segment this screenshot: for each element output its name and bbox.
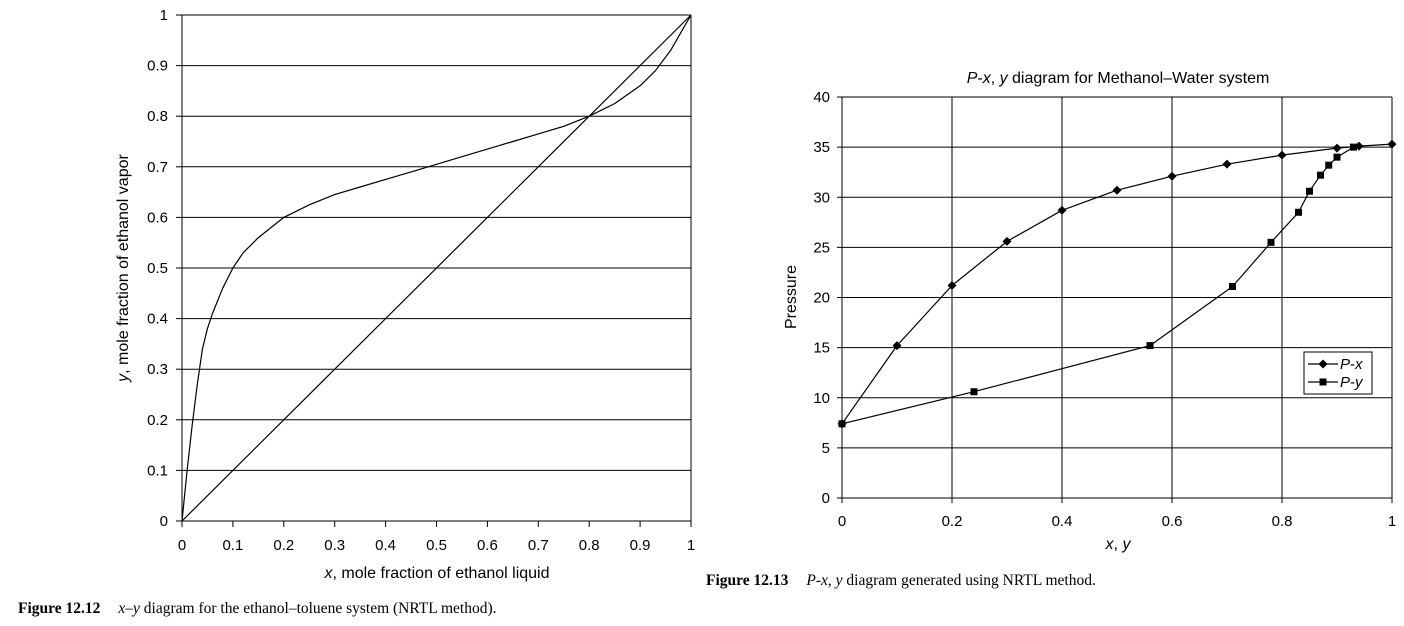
- chart1-y-axis-label: y, mole fraction of ethanol vapor: [115, 153, 132, 382]
- chart2-y-axis-label: Pressure: [783, 265, 800, 329]
- chart2-x-tick-label: 0: [838, 513, 846, 530]
- chart1-axes: [176, 14, 692, 527]
- chart2-y-tick-label: 15: [813, 340, 830, 357]
- px-data-point: [1002, 236, 1012, 246]
- px-data-point: [1222, 159, 1232, 169]
- chart1-x-tick-label: 0.2: [273, 537, 294, 554]
- chart1-gridlines: [182, 14, 691, 471]
- chart1-series: [181, 14, 692, 522]
- chart2-x-axis-label: x, y: [1105, 536, 1132, 553]
- py-curve: [841, 146, 1354, 425]
- chart1-y-tick-label: 0.5: [147, 260, 168, 277]
- px-data-point: [1112, 185, 1122, 195]
- chart1-x-tick-label: 0.3: [324, 537, 345, 554]
- chart1-y-tick-label: 0.8: [147, 108, 168, 125]
- chart2-x-tick-label: 0.8: [1272, 513, 1293, 530]
- legend-py-marker: [1319, 378, 1327, 386]
- py-data-point: [1306, 187, 1313, 195]
- chart2-y-tick-label: 20: [813, 290, 830, 307]
- py-data-point: [1146, 342, 1154, 350]
- chart1-y-tick-label: 0.4: [147, 311, 168, 328]
- legend-px-label: P-x: [1340, 356, 1363, 373]
- caption-x: x: [821, 572, 828, 589]
- diagonal-line: [181, 14, 692, 522]
- chart1-x-tick-label: 0.6: [477, 537, 498, 554]
- chart2-y-tick-label: 40: [813, 89, 830, 106]
- chart2-legend: P-x P-y: [1303, 351, 1373, 395]
- chart1-y-tick-label: 0: [160, 513, 168, 530]
- chart2-x-tick-label: 1: [1388, 513, 1396, 530]
- chart1-x-tick-label: 0.5: [426, 537, 447, 554]
- legend-px-marker: [1318, 359, 1328, 369]
- py-data-point: [1267, 238, 1275, 246]
- legend-py-label: P-y: [1340, 374, 1364, 391]
- chart1-y-tick-label: 0.7: [147, 159, 168, 176]
- chart2-series: [837, 139, 1397, 429]
- py-data-point: [1229, 282, 1236, 290]
- px-data-point: [1277, 150, 1287, 160]
- chart2-y-tick-label: 5: [822, 440, 830, 457]
- chart1-x-tick-label: 0: [178, 537, 186, 554]
- px-data-point: [1332, 143, 1342, 153]
- chart1-x-tick-label: 0.8: [579, 537, 600, 554]
- pxy-diagram-chart: P-x, y diagram for Methanol–Water system…: [783, 70, 1397, 553]
- figure-12-12-label: Figure 12.12: [18, 600, 101, 617]
- chart1-tick-labels: 0 0.1 0.2 0.3 0.4 0.5 0.6 0.7 0.8 0.9 1 0 0.1 0.2 0.3 0…: [147, 7, 695, 554]
- px-data-point: [1387, 139, 1397, 149]
- equilibrium-curve: [181, 14, 692, 522]
- chart1-y-tick-label: 1: [160, 7, 168, 24]
- caption-y: y: [133, 600, 140, 617]
- px-data-point: [1167, 171, 1177, 181]
- chart1-y-tick-label: 0.2: [147, 412, 168, 429]
- chart1-x-tick-label: 0.7: [528, 537, 549, 554]
- py-data-point: [970, 388, 978, 396]
- figure-12-13-caption: Figure 12.13 P-x, y diagram generated usi…: [706, 572, 1096, 590]
- caption-dash: –: [125, 600, 134, 617]
- chart2-title: P-x, y diagram for Methanol–Water system: [967, 70, 1270, 87]
- chart2-y-tick-label: 35: [813, 139, 830, 156]
- chart1-x-tick-label: 0.1: [222, 537, 243, 554]
- chart1-y-tick-label: 0.3: [147, 361, 168, 378]
- chart1-x-tick-label: 0.4: [375, 537, 396, 554]
- px-data-point: [892, 341, 902, 351]
- chart2-x-tick-label: 0.6: [1162, 513, 1183, 530]
- chart2-y-tick-label: 0: [822, 490, 830, 507]
- py-data-point: [1325, 161, 1333, 169]
- py-data-point: [1295, 208, 1302, 216]
- caption-dash: -: [815, 572, 822, 589]
- px-data-point: [947, 280, 957, 290]
- chart1-y-tick-label: 0.1: [147, 462, 168, 479]
- chart1-x-tick-label: 1: [687, 537, 695, 554]
- chart2-y-tick-label: 10: [813, 390, 830, 407]
- chart2-axes: [837, 96, 1393, 503]
- chart2-gridlines: [842, 96, 1393, 498]
- px-data-point: [1057, 205, 1067, 215]
- chart1-x-tick-label: 0.9: [630, 537, 651, 554]
- xy-diagram-chart: 0 0.1 0.2 0.3 0.4 0.5 0.6 0.7 0.8 0.9 1 0 0.1 0.2 0.3 0…: [115, 7, 695, 582]
- chart2-x-tick-label: 0.4: [1052, 513, 1073, 530]
- caption-comma: ,: [827, 572, 836, 589]
- chart2-tick-labels: 0 5 10 15 20 25 30 35 40 0 0.2 0.4 0.6 0.8 1: [813, 89, 1396, 530]
- py-data-point: [838, 420, 846, 428]
- caption-rest: diagram generated using NRTL method.: [842, 572, 1096, 589]
- chart2-y-tick-label: 30: [813, 189, 830, 206]
- py-data-point: [1350, 143, 1357, 151]
- figure-12-13-label: Figure 12.13: [706, 572, 789, 589]
- chart1-y-tick-label: 0.6: [147, 209, 168, 226]
- caption-y: y: [835, 572, 843, 589]
- figure-12-12-caption: Figure 12.12 x–y diagram for the ethanol–…: [18, 600, 497, 618]
- chart1-x-axis-label: x, mole fraction of ethanol liquid: [323, 565, 549, 582]
- chart2-x-tick-label: 0.2: [942, 513, 963, 530]
- chart2-legend-box: [1303, 351, 1373, 395]
- chart1-y-tick-label: 0.9: [147, 58, 168, 75]
- caption-x: x: [118, 600, 126, 617]
- caption-rest: diagram for the ethanol–toluene system (…: [139, 600, 497, 617]
- caption-p: P: [806, 572, 816, 589]
- chart2-y-tick-label: 25: [813, 239, 830, 256]
- py-data-point: [1333, 153, 1341, 161]
- py-data-point: [1317, 171, 1324, 179]
